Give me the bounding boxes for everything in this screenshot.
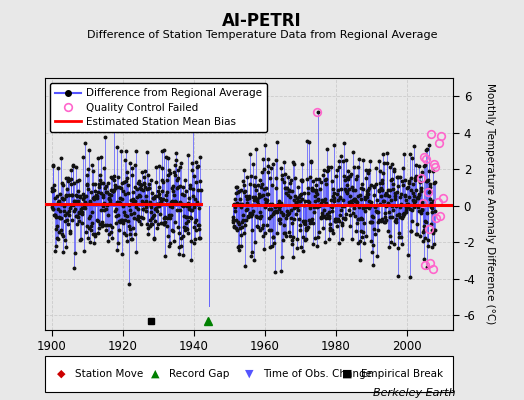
Text: Record Gap: Record Gap — [169, 369, 230, 379]
Text: Berkeley Earth: Berkeley Earth — [374, 388, 456, 398]
Text: Time of Obs. Change: Time of Obs. Change — [263, 369, 372, 379]
FancyBboxPatch shape — [45, 356, 453, 392]
Text: ▲: ▲ — [150, 369, 159, 379]
Text: ◆: ◆ — [57, 369, 65, 379]
Text: Difference of Station Temperature Data from Regional Average: Difference of Station Temperature Data f… — [87, 30, 437, 40]
Text: Station Move: Station Move — [75, 369, 144, 379]
Text: AI-PETRI: AI-PETRI — [222, 12, 302, 30]
Text: Empirical Break: Empirical Break — [362, 369, 443, 379]
Text: ■: ■ — [342, 369, 352, 379]
Legend: Difference from Regional Average, Quality Control Failed, Estimated Station Mean: Difference from Regional Average, Qualit… — [50, 83, 267, 132]
Y-axis label: Monthly Temperature Anomaly Difference (°C): Monthly Temperature Anomaly Difference (… — [485, 83, 495, 325]
Text: ▼: ▼ — [245, 369, 253, 379]
